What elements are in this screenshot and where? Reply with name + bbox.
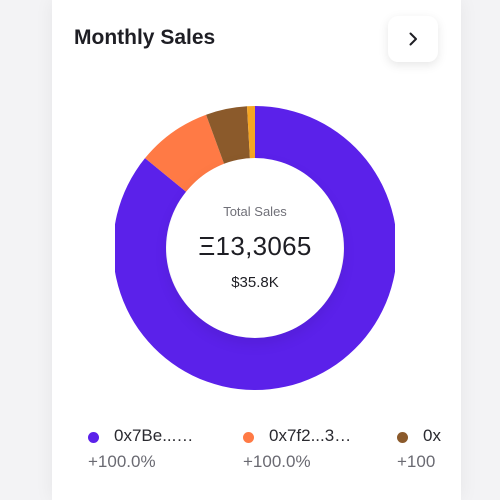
legend-dot <box>397 432 408 443</box>
legend-name: 0x7f2...3… <box>269 426 352 445</box>
legend-item[interactable]: 0x7f2...3… +100.0% <box>243 426 383 486</box>
chevron-right-icon <box>409 32 417 46</box>
next-button[interactable] <box>388 16 438 62</box>
sales-donut-chart: Total Sales Ξ13,3065 $35.8K <box>115 106 395 390</box>
legend-item[interactable]: 0x +100 <box>397 426 461 486</box>
card-title: Monthly Sales <box>74 26 216 49</box>
legend-change: +100.0% <box>88 452 156 471</box>
legend-dot <box>88 432 99 443</box>
total-sales-caption: Total Sales <box>223 204 287 219</box>
legend-change: +100 <box>397 452 436 471</box>
donut-slice-2[interactable] <box>145 114 225 192</box>
donut-slice-3[interactable] <box>206 106 250 165</box>
total-sales-value: Ξ13,3065 <box>198 231 312 261</box>
legend-change: +100.0% <box>243 452 311 471</box>
legend-dot <box>243 432 254 443</box>
donut-svg <box>115 106 395 390</box>
legend-name: 0x <box>423 426 441 445</box>
total-sales-usd: $35.8K <box>231 274 279 291</box>
legend-item[interactable]: 0x7Be...… +100.0% <box>88 426 228 486</box>
donut-slice-1[interactable] <box>115 106 395 390</box>
chart-legend: 0x7Be...… +100.0% 0x7f2...3… +100.0% 0x … <box>88 426 461 486</box>
donut-center <box>167 158 343 338</box>
legend-name: 0x7Be...… <box>114 426 194 445</box>
donut-slice-4[interactable] <box>246 106 255 160</box>
monthly-sales-card: Monthly Sales Total Sales Ξ13,3065 $35.8… <box>52 0 461 500</box>
